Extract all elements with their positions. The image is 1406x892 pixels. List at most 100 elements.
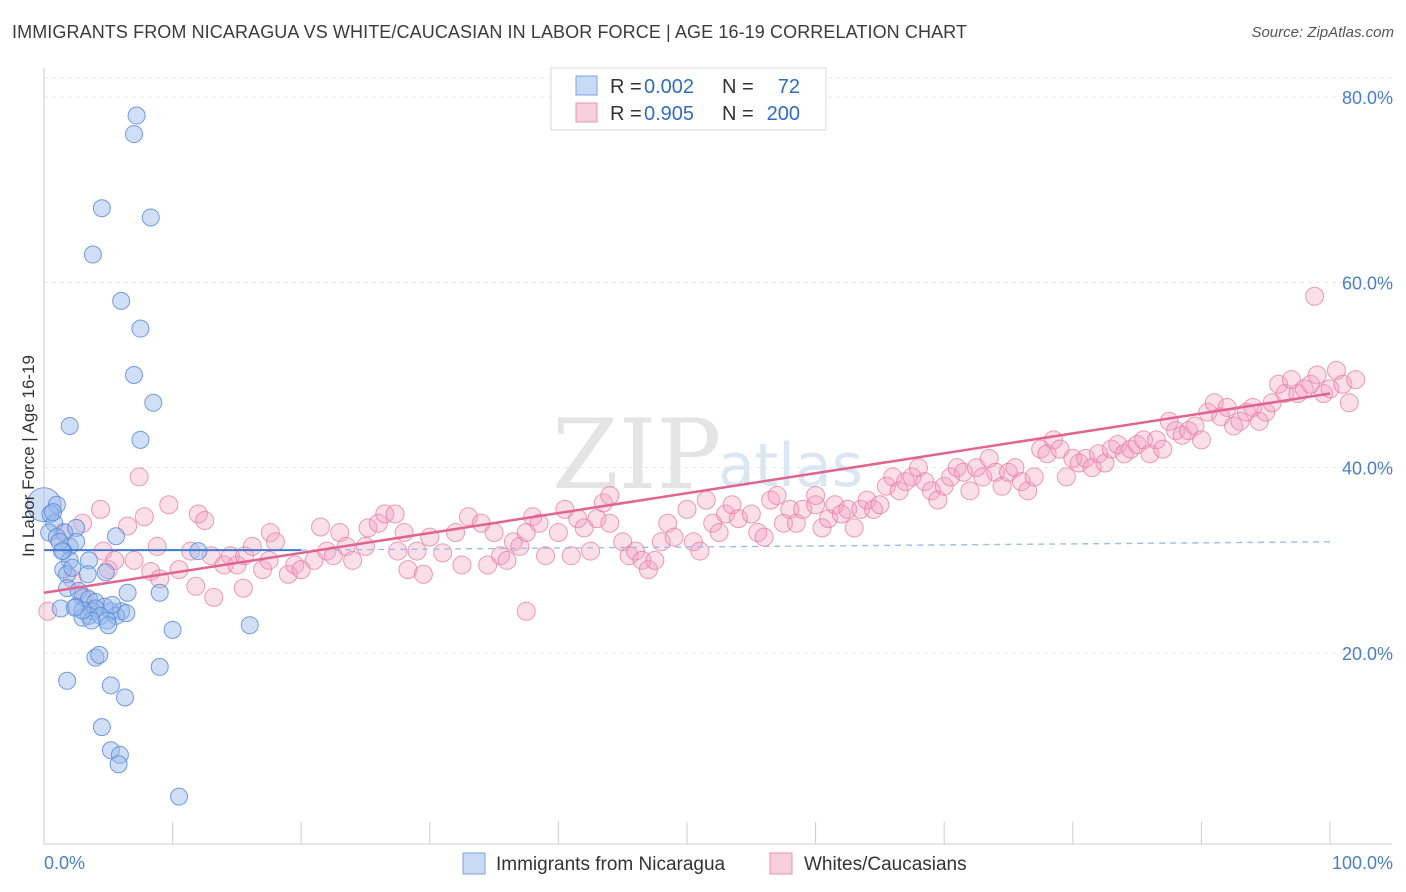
pink-point-129 bbox=[953, 462, 973, 482]
x-tick-label-0: 0.0% bbox=[44, 853, 85, 873]
series-legend-label-pink: Whites/Caucasians bbox=[804, 854, 967, 875]
blue-point-63 bbox=[109, 755, 128, 774]
chart-source: Source: ZipAtlas.com bbox=[1251, 24, 1394, 41]
pink-point-189 bbox=[1339, 393, 1359, 413]
pink-point-32 bbox=[260, 523, 280, 543]
blue-point-0 bbox=[125, 125, 144, 144]
blue-point-10 bbox=[131, 430, 150, 449]
legend-n-value-blue: 72 bbox=[778, 76, 800, 98]
y-tick-label-2: 60.0% bbox=[1342, 273, 1393, 293]
pink-point-51 bbox=[398, 560, 418, 580]
pink-point-138 bbox=[1011, 472, 1031, 492]
pink-point-172 bbox=[1230, 411, 1250, 431]
blue-point-64 bbox=[170, 787, 189, 806]
pink-point-12 bbox=[134, 507, 154, 527]
pink-point-45 bbox=[358, 518, 378, 538]
blue-point-28 bbox=[78, 565, 97, 584]
pink-point-127 bbox=[941, 467, 961, 487]
pink-point-159 bbox=[1146, 430, 1166, 450]
pink-point-133 bbox=[979, 448, 999, 468]
pink-point-65 bbox=[510, 536, 530, 556]
pink-point-88 bbox=[677, 499, 697, 519]
pink-point-93 bbox=[709, 523, 729, 543]
pink-point-27 bbox=[233, 578, 253, 598]
pink-point-140 bbox=[1024, 467, 1044, 487]
pink-point-142 bbox=[1037, 444, 1057, 464]
legend-r-label-blue: R = bbox=[610, 76, 642, 98]
pink-point-61 bbox=[484, 523, 504, 543]
chart-title: IMMIGRANTS FROM NICARAGUA VS WHITE/CAUCA… bbox=[12, 22, 968, 42]
pink-point-60 bbox=[478, 555, 498, 575]
blue-point-60 bbox=[92, 718, 111, 737]
legend-n-label-pink: N = bbox=[722, 103, 754, 125]
legend-n-value-pink: 200 bbox=[767, 103, 800, 125]
blue-point-9 bbox=[60, 416, 79, 435]
pink-point-63 bbox=[497, 550, 517, 570]
pink-point-97 bbox=[741, 504, 761, 524]
y-tick-label-1: 40.0% bbox=[1342, 459, 1393, 479]
pink-point-49 bbox=[388, 541, 408, 561]
pink-point-30 bbox=[253, 560, 273, 580]
pink-trend-line bbox=[43, 392, 1331, 595]
pink-point-21 bbox=[195, 510, 215, 530]
pink-point-5 bbox=[91, 499, 111, 519]
watermark-atlas: atlas bbox=[718, 431, 863, 501]
legend-n-label-blue: N = bbox=[722, 76, 754, 98]
pink-point-121 bbox=[902, 467, 922, 487]
pink-point-52 bbox=[407, 541, 427, 561]
pink-point-151 bbox=[1095, 453, 1115, 473]
pink-point-55 bbox=[433, 543, 453, 563]
pink-point-119 bbox=[889, 481, 909, 501]
blue-point-25 bbox=[60, 551, 79, 570]
pink-point-145 bbox=[1056, 467, 1076, 487]
pink-point-158 bbox=[1140, 444, 1160, 464]
blue-point-52 bbox=[240, 616, 259, 635]
pink-point-114 bbox=[857, 490, 877, 510]
pink-point-53 bbox=[413, 564, 433, 584]
pink-point-75 bbox=[581, 541, 601, 561]
y-tick-label-0: 20.0% bbox=[1342, 644, 1393, 664]
pink-point-123 bbox=[915, 472, 935, 492]
pink-point-86 bbox=[658, 513, 678, 533]
pink-point-107 bbox=[812, 518, 832, 538]
blue-point-8 bbox=[144, 393, 163, 412]
pink-point-83 bbox=[638, 560, 658, 580]
blue-point-17 bbox=[67, 518, 86, 537]
pink-series-points bbox=[38, 286, 1366, 621]
pink-point-87 bbox=[664, 527, 684, 547]
blue-point-22 bbox=[80, 551, 99, 570]
pink-point-92 bbox=[703, 513, 723, 533]
pink-point-3 bbox=[73, 513, 93, 533]
y-axis-label: In Labor Force | Age 16-19 bbox=[19, 355, 38, 557]
blue-point-55 bbox=[90, 645, 109, 664]
blue-point-11 bbox=[26, 487, 62, 523]
pink-point-160 bbox=[1153, 439, 1173, 459]
axes bbox=[43, 68, 1392, 845]
pink-point-57 bbox=[452, 555, 472, 575]
pink-point-194 bbox=[806, 485, 826, 505]
pink-point-104 bbox=[786, 513, 806, 533]
pink-point-44 bbox=[356, 536, 375, 556]
pink-point-105 bbox=[793, 499, 813, 519]
pink-point-17 bbox=[169, 560, 189, 580]
pink-point-124 bbox=[921, 481, 941, 501]
blue-point-5 bbox=[112, 291, 131, 310]
legend-r-label-pink: R = bbox=[610, 103, 642, 125]
pink-point-184 bbox=[1307, 365, 1327, 385]
pink-point-69 bbox=[536, 546, 556, 566]
pink-point-84 bbox=[645, 550, 665, 570]
pink-point-91 bbox=[696, 490, 716, 510]
blue-point-2 bbox=[92, 199, 111, 218]
pink-point-74 bbox=[574, 518, 594, 538]
pink-point-29 bbox=[242, 536, 262, 556]
pink-point-153 bbox=[1108, 435, 1128, 454]
blue-point-53 bbox=[163, 620, 182, 639]
pink-point-10 bbox=[124, 550, 144, 570]
blue-trend-extension bbox=[301, 541, 1331, 551]
blue-point-71 bbox=[103, 595, 122, 614]
pink-point-178 bbox=[1269, 374, 1289, 394]
pink-point-137 bbox=[1005, 458, 1025, 478]
pink-point-7 bbox=[98, 560, 118, 580]
blue-point-44 bbox=[91, 606, 110, 625]
